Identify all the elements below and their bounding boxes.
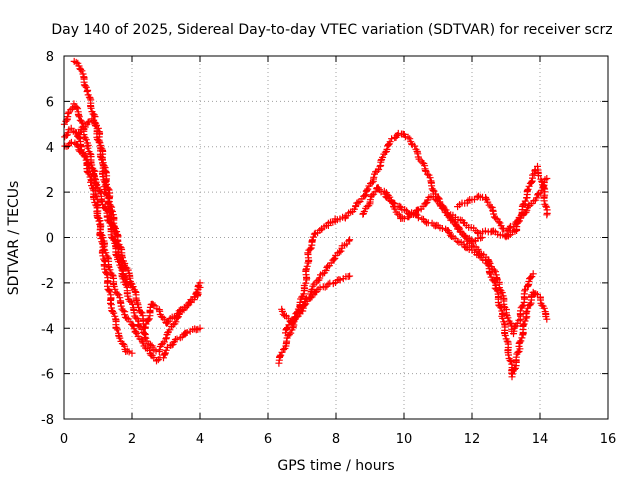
x-tick-label: 0 — [60, 432, 68, 447]
data-points — [60, 57, 551, 381]
x-tick-label: 8 — [332, 432, 340, 447]
data-series — [278, 272, 354, 328]
data-series — [359, 184, 537, 338]
x-tick-label: 10 — [396, 432, 413, 447]
x-tick-label: 2 — [128, 432, 136, 447]
x-tick-label: 12 — [464, 432, 481, 447]
x-tick-label: 6 — [264, 432, 272, 447]
y-tick-label: 0 — [46, 232, 54, 247]
data-series — [61, 138, 204, 355]
data-point-markers — [278, 272, 354, 328]
y-tick-label: 6 — [46, 95, 54, 110]
y-tick-labels: -8 -6 -4 -2 0 2 4 6 8 — [41, 50, 54, 428]
grid-lines — [64, 56, 608, 419]
data-point-markers — [382, 189, 551, 381]
data-series — [75, 115, 204, 332]
data-point-markers — [61, 138, 204, 355]
x-tick-label: 4 — [196, 432, 204, 447]
y-tick-label: -4 — [41, 322, 54, 337]
y-tick-label: -6 — [41, 368, 54, 383]
axis-ticks — [63, 55, 609, 420]
data-point-markers — [75, 115, 204, 332]
x-axis-label: GPS time / hours — [277, 458, 394, 474]
y-tick-label: 4 — [46, 141, 54, 156]
y-axis-label: SDTVAR / TECUs — [6, 181, 22, 296]
data-point-markers — [275, 129, 486, 367]
x-tick-label: 16 — [600, 432, 617, 447]
data-point-markers — [359, 184, 537, 338]
data-point-markers — [447, 162, 551, 241]
x-tick-labels: 0 2 4 6 8 10 12 14 16 — [60, 432, 616, 447]
y-tick-label: 8 — [46, 50, 54, 65]
x-tick-label: 14 — [532, 432, 549, 447]
data-series — [382, 189, 551, 381]
data-series — [447, 162, 551, 241]
data-series — [275, 129, 486, 367]
y-tick-label: -8 — [41, 413, 54, 428]
y-tick-label: 2 — [46, 186, 54, 201]
chart-title: Day 140 of 2025, Sidereal Day-to-day VTE… — [51, 22, 612, 38]
y-tick-label: -2 — [41, 277, 54, 292]
